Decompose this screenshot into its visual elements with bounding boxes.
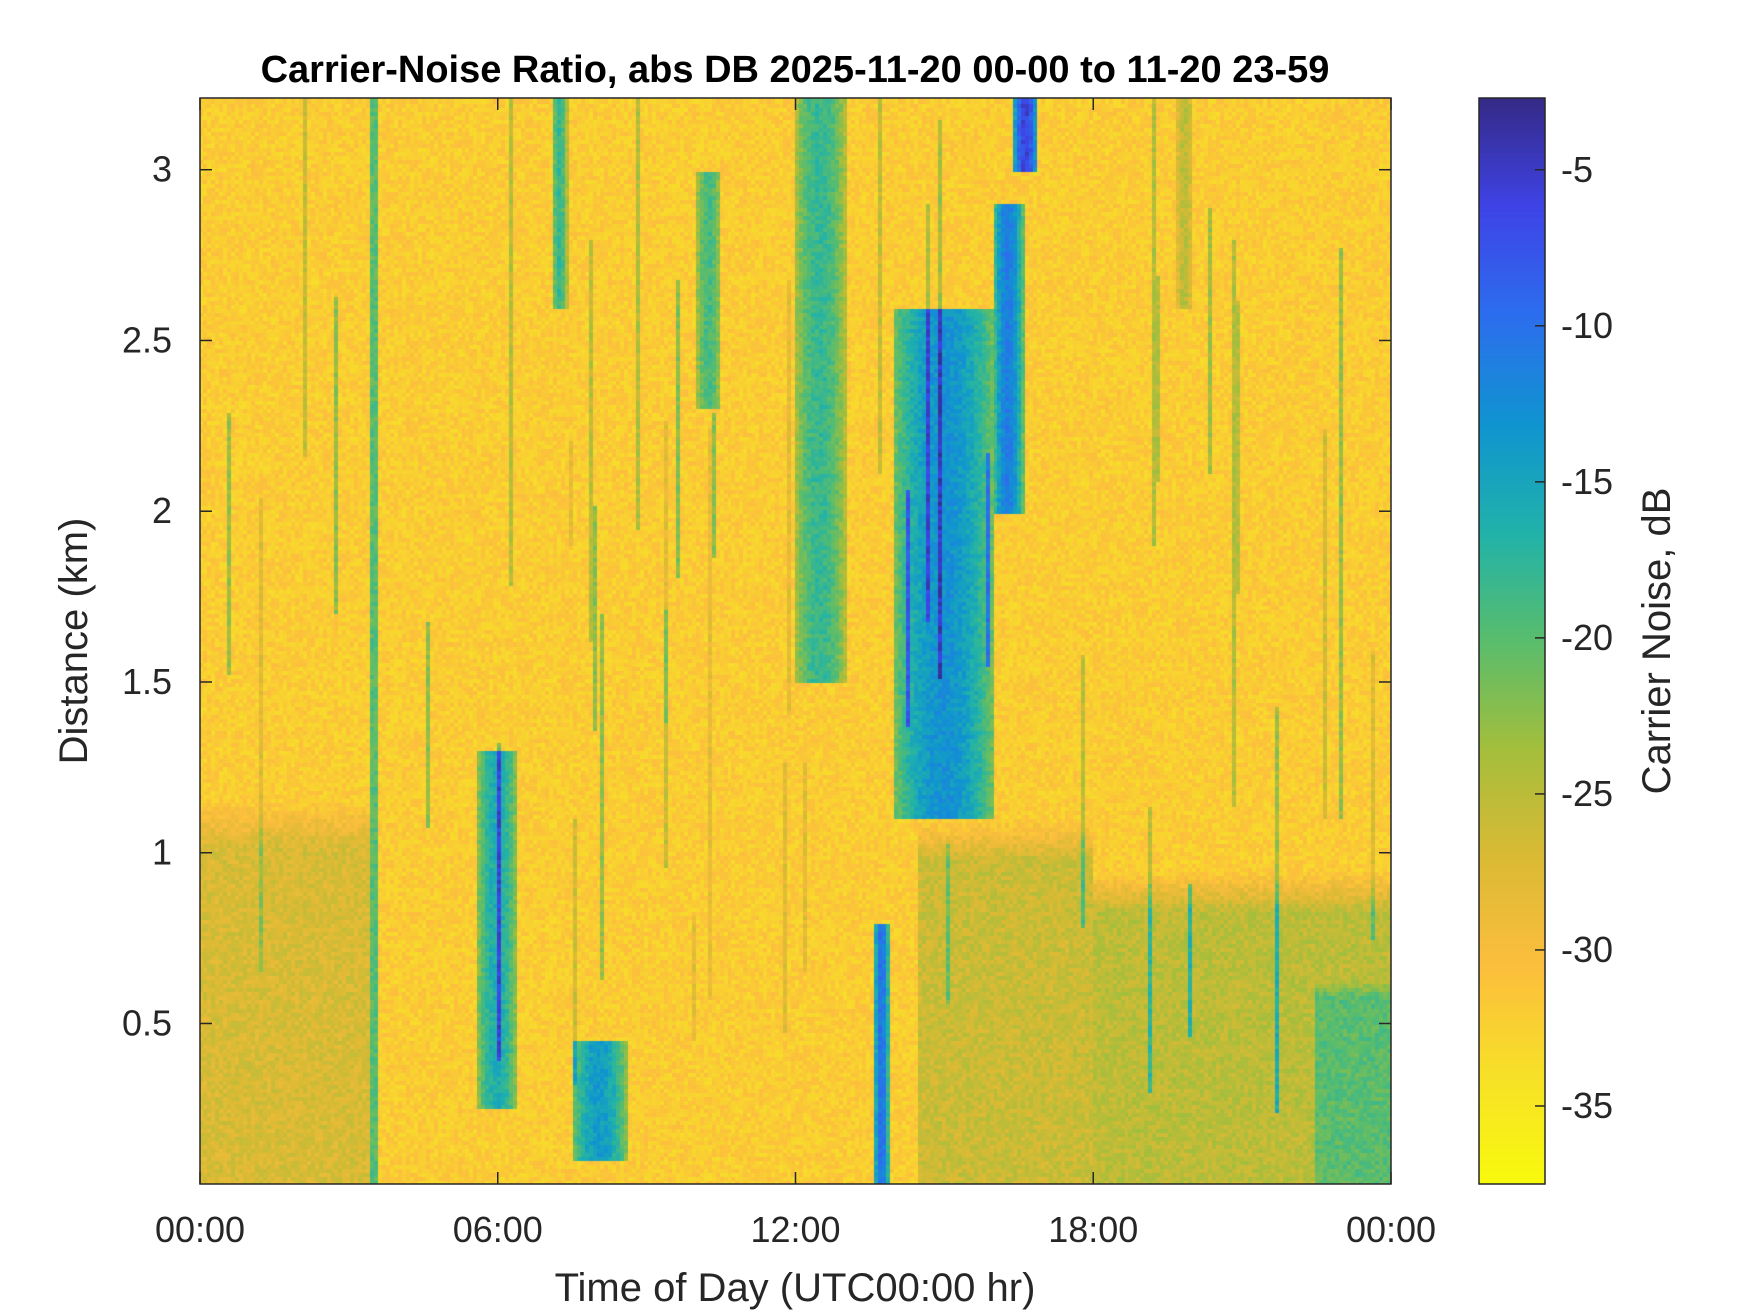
- colorbar-frame: [1478, 97, 1546, 1185]
- colorbar-gradient: [1479, 98, 1545, 1184]
- colorbar-tick-label: -35: [1561, 1085, 1613, 1126]
- x-tick-label: 12:00: [750, 1209, 840, 1250]
- heatmap-cells: [200, 98, 1391, 1184]
- y-axis-label: Distance (km): [52, 518, 96, 765]
- colorbar-tick-label: -20: [1561, 617, 1613, 658]
- y-tick-label: 3: [152, 149, 172, 190]
- colorbar-tick-label: -5: [1561, 149, 1593, 190]
- chart-title: Carrier-Noise Ratio, abs DB 2025-11-20 0…: [261, 49, 1330, 91]
- plot-area-frame: [199, 97, 1392, 1185]
- colorbar-tick-label: -30: [1561, 929, 1613, 970]
- y-axis-ticks: 0.5 1 1.5 2 2.5 3: [122, 149, 1391, 1043]
- y-tick-label: 2: [152, 490, 172, 531]
- y-tick-label: 1: [152, 832, 172, 873]
- x-tick-label: 00:00: [155, 1209, 245, 1250]
- x-tick-label: 06:00: [453, 1209, 543, 1250]
- colorbar-tick-label: -10: [1561, 305, 1613, 346]
- x-axis-ticks: 00:00 06:00 12:00 18:00 00:00: [155, 98, 1436, 1250]
- y-tick-label: 2.5: [122, 319, 172, 360]
- y-tick-label: 0.5: [122, 1002, 172, 1043]
- colorbar-label: Carrier Noise, dB: [1635, 488, 1679, 795]
- colorbar-tick-label: -25: [1561, 773, 1613, 814]
- x-axis-label: Time of Day (UTC00:00 hr): [555, 1266, 1036, 1310]
- colorbar-ticks: -5 -10 -15 -20 -25 -30 -35: [1535, 149, 1613, 1126]
- y-tick-label: 1.5: [122, 661, 172, 702]
- x-tick-label: 18:00: [1048, 1209, 1138, 1250]
- x-tick-label: 00:00: [1346, 1209, 1436, 1250]
- colorbar-tick-label: -15: [1561, 461, 1613, 502]
